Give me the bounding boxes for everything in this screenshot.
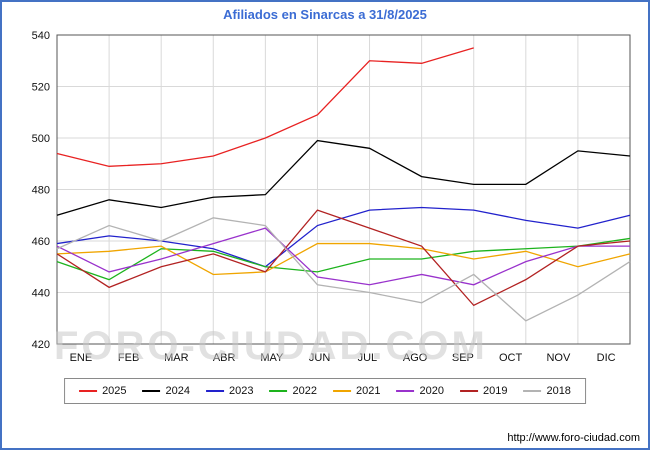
x-tick-label: MAR [164, 352, 189, 364]
legend-label-2019: 2019 [482, 385, 508, 397]
y-tick-label: 460 [32, 236, 50, 248]
x-tick-label: OCT [499, 352, 523, 364]
x-tick-label: ABR [213, 352, 236, 364]
series-line-2020 [56, 227, 630, 286]
legend-label-2020: 2020 [419, 385, 444, 397]
legend-item-2023: 2023 [206, 385, 254, 397]
legend-item-2025: 2025 [79, 385, 127, 397]
plot-border [56, 34, 631, 345]
legend-label-2018: 2018 [546, 385, 571, 397]
series-line-2018 [56, 217, 631, 322]
legend-item-2024: 2024 [142, 385, 191, 397]
chart-title: Afiliados en Sinarcas a 31/8/2025 [223, 7, 427, 22]
affiliation-line-chart: 420 440 460 480 500 520 540 ENE FEB MAR ABR MAY JUN J… [32, 30, 631, 364]
legend-item-2022: 2022 [269, 385, 317, 397]
legend-swatch-2024 [142, 390, 161, 392]
y-tick-label: 420 [32, 339, 50, 351]
legend-label-2023: 2023 [229, 385, 254, 397]
footer-url-link[interactable]: http://www.foro-ciudad.com [507, 432, 640, 444]
legend-swatch-2021 [333, 390, 351, 392]
plot-area: 420 440 460 480 500 520 540 ENE FEB MAR ABR MAY JUN J… [2, 29, 648, 379]
x-tick-label: NOV [546, 352, 571, 364]
series-line-2025 [56, 47, 474, 167]
y-tick-label: 540 [32, 30, 50, 42]
y-tick-label: 480 [32, 185, 50, 197]
x-tick-label: FEB [118, 352, 139, 364]
legend-swatch-2022 [269, 390, 288, 392]
y-tick-label: 520 [32, 82, 50, 94]
legend-label-2024: 2024 [165, 385, 191, 397]
series-line-2024 [56, 139, 631, 216]
x-tick-label: JUL [358, 352, 378, 364]
x-tick-label: DIC [597, 352, 616, 364]
legend-item-2021: 2021 [333, 385, 380, 397]
legend-label-2021: 2021 [356, 385, 381, 397]
legend-swatch-2025 [79, 390, 98, 392]
legend-label-2025: 2025 [102, 385, 127, 397]
legend-swatch-2019 [459, 390, 478, 392]
x-tick-label: SEP [452, 352, 474, 364]
y-tick-label: 500 [32, 133, 50, 145]
legend-label-2022: 2022 [292, 385, 317, 397]
x-tick-label: MAY [260, 352, 284, 364]
x-tick-label: ENE [70, 352, 93, 364]
legend-item-2020: 2020 [396, 385, 444, 397]
legend-item-2018: 2018 [523, 385, 571, 397]
x-tick-label: AGO [403, 352, 428, 364]
legend-swatch-2020 [396, 390, 415, 392]
series-line-2019 [56, 209, 631, 307]
legend-swatch-2023 [206, 390, 225, 392]
legend-swatch-2018 [523, 390, 542, 392]
y-tick-label: 440 [32, 288, 50, 300]
series-line-2021 [56, 242, 631, 276]
chart-legend: 2025 2024 2023 2022 2021 2020 2019 2018 [64, 378, 586, 404]
series-line-2023 [56, 206, 631, 268]
series-line-2022 [56, 237, 631, 281]
x-tick-label: JUN [309, 352, 330, 364]
legend-item-2019: 2019 [459, 385, 508, 397]
